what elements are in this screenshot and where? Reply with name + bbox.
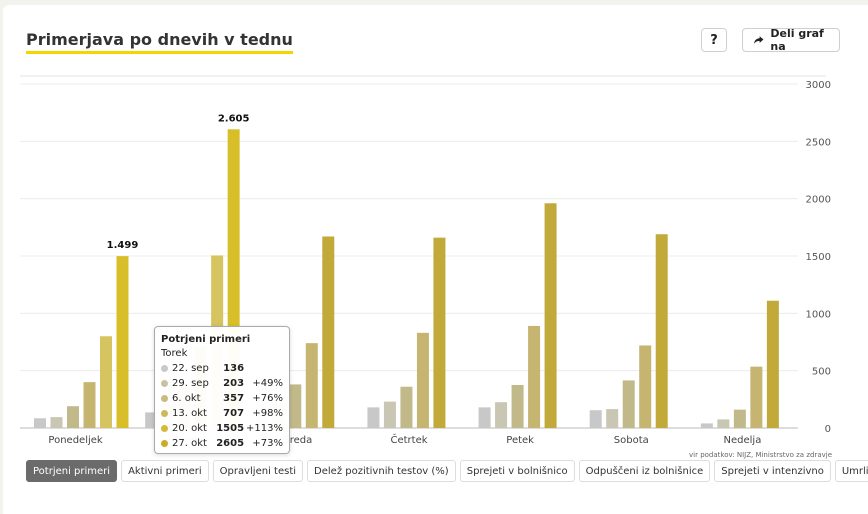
category-label: Sreda — [283, 435, 312, 446]
tooltip-row: 22. sep 136 — [161, 361, 283, 376]
tab-opravljeni-testi[interactable]: Opravljeni testi — [212, 460, 304, 482]
data-label: 1.499 — [107, 240, 139, 251]
bar — [433, 237, 446, 428]
tooltip-value: 707 — [223, 408, 245, 419]
chart-tooltip: Potrjeni primeri Torek 22. sep 136 29. sep… — [154, 326, 290, 454]
bar — [34, 418, 46, 428]
bar — [67, 406, 79, 428]
metric-tabs: Potrjeni primeri Aktivni primeri Opravljen… — [26, 460, 868, 482]
tooltip-change: +49% — [252, 378, 283, 389]
category-label: Nedelja — [724, 435, 762, 446]
bar — [717, 419, 730, 428]
bar — [383, 401, 396, 428]
series-dot-icon — [161, 380, 168, 387]
y-tick-label: 2000 — [806, 195, 831, 206]
bar — [367, 407, 380, 428]
tooltip-change: +98% — [252, 408, 283, 419]
bar — [100, 336, 112, 428]
bar — [622, 380, 635, 428]
tab-sprejeti-v-intenzivno[interactable]: Sprejeti v intenzivno — [714, 460, 831, 482]
tab-potrjeni-primeri[interactable]: Potrjeni primeri — [26, 460, 118, 482]
series-dot-icon — [161, 440, 168, 447]
bar — [50, 417, 63, 428]
tooltip-change: +73% — [252, 438, 283, 449]
bar — [655, 234, 668, 428]
series-dot-icon — [161, 365, 168, 372]
bar — [700, 423, 713, 428]
tab-odpuščeni-iz-bolnišnice[interactable]: Odpuščeni iz bolnišnice — [578, 460, 711, 482]
category-label: Ponedeljek — [48, 435, 102, 446]
tooltip-date: 6. okt — [172, 393, 201, 404]
y-tick-label: 500 — [812, 367, 831, 378]
bar — [766, 300, 779, 428]
tab-sprejeti-v-bolnišnico[interactable]: Sprejeti v bolnišnico — [459, 460, 575, 482]
bar — [289, 384, 302, 428]
tooltip-row: 27. okt 2605 +73% — [161, 436, 283, 451]
page-title: Primerjava po dnevih v tednu — [26, 30, 293, 54]
tooltip-change: +76% — [252, 393, 283, 404]
tooltip-row: 6. okt 357 +76% — [161, 391, 283, 406]
tooltip-date: 13. okt — [172, 408, 207, 419]
bar — [83, 382, 96, 428]
bar — [589, 410, 602, 428]
bar — [400, 386, 413, 428]
tooltip-date: 20. okt — [172, 423, 207, 434]
series-dot-icon — [161, 425, 168, 432]
tooltip-row: 29. sep 203 +49% — [161, 376, 283, 391]
tooltip-title: Potrjeni primeri — [161, 334, 251, 345]
bar — [116, 256, 129, 428]
bar — [606, 409, 619, 428]
share-icon — [753, 36, 764, 44]
bar — [544, 203, 557, 428]
series-dot-icon — [161, 395, 168, 402]
y-tick-label: 1500 — [806, 252, 831, 263]
tooltip-value: 1505 — [216, 423, 245, 434]
category-label: Sobota — [614, 435, 649, 446]
category-label: Četrtek — [390, 433, 427, 446]
tooltip-row: 20. okt 1505 +113% — [161, 421, 283, 436]
share-button-label: Deli graf na — [770, 27, 824, 53]
bar — [495, 402, 508, 428]
bar — [733, 409, 746, 428]
tab-delež-pozitivnih-testov[interactable]: Delež pozitivnih testov (%) — [307, 460, 456, 482]
bar — [750, 366, 763, 428]
category-label: Petek — [506, 435, 534, 446]
tooltip-date: 27. okt — [172, 438, 207, 449]
bar — [416, 332, 429, 428]
tab-umrli[interactable]: Umrli — [834, 460, 868, 482]
tooltip-date: 22. sep — [172, 363, 209, 374]
bar — [305, 343, 318, 428]
bar — [511, 385, 524, 428]
bar — [639, 345, 652, 428]
tooltip-date: 29. sep — [172, 378, 209, 389]
tooltip-value: 2605 — [216, 438, 245, 449]
y-tick-label: 3000 — [806, 80, 831, 91]
source-note: vir podatkov: NIJZ, Ministrstvo za zdrav… — [689, 451, 832, 459]
share-button[interactable]: Deli graf na — [742, 27, 840, 53]
tooltip-change: +113% — [246, 423, 283, 434]
bar — [322, 236, 335, 428]
tooltip-row: 13. okt 707 +98% — [161, 406, 283, 421]
tooltip-day: Torek — [161, 348, 188, 359]
series-dot-icon — [161, 410, 168, 417]
y-tick-label: 2500 — [806, 137, 831, 148]
tooltip-value: 357 — [223, 393, 245, 404]
bar — [528, 325, 541, 428]
tooltip-value: 136 — [223, 363, 245, 374]
help-button[interactable]: ? — [701, 28, 727, 52]
y-tick-label: 0 — [825, 424, 831, 435]
bar — [478, 407, 491, 428]
y-tick-label: 1000 — [806, 309, 831, 320]
tab-aktivni-primeri[interactable]: Aktivni primeri — [121, 460, 209, 482]
tooltip-value: 203 — [223, 378, 245, 389]
data-label: 2.605 — [218, 113, 250, 124]
